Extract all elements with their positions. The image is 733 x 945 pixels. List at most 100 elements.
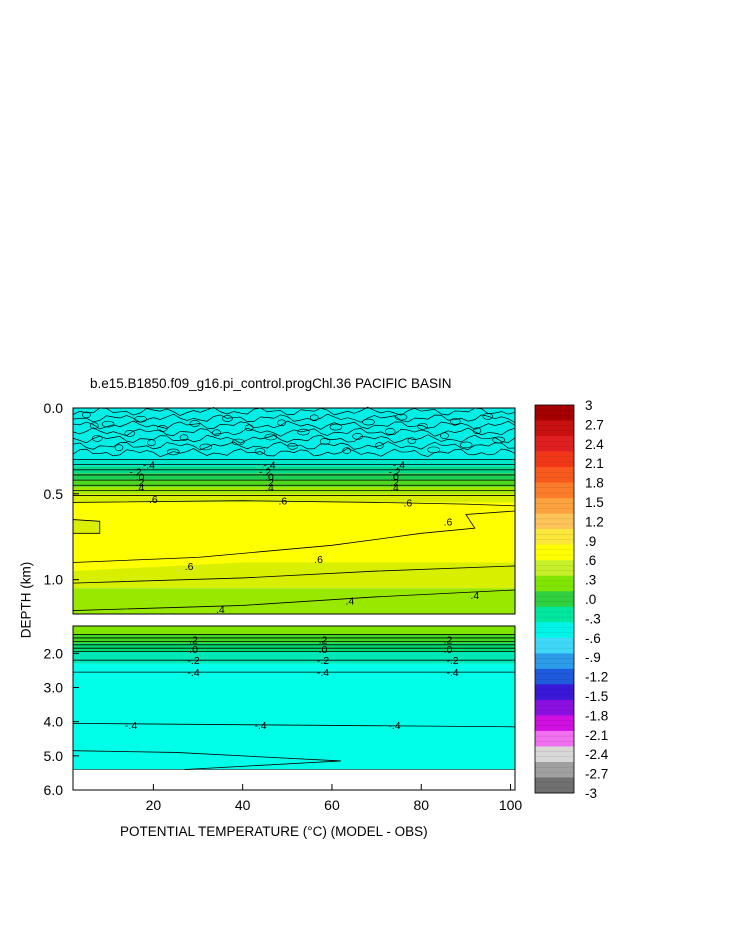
fill-band: [73, 408, 515, 460]
contour-label: .4: [345, 595, 354, 607]
colorbar-label: -.9: [585, 650, 601, 665]
contour-label: -.2: [317, 655, 329, 667]
contour-line: [72, 434, 516, 444]
contour-label: .0: [390, 472, 399, 484]
colorbar-swatch: [535, 482, 574, 499]
colorbar: 3 2.7 2.4 2.1 1.8 1.5 1.2 .9 .6 .3 .0 -.3 -.6 -.9 -1.2…: [534, 398, 609, 801]
contour-label: -.2: [259, 467, 271, 479]
colorbar-swatch: [535, 715, 574, 732]
contour-label: .2: [265, 477, 274, 489]
contour-line: [91, 435, 103, 442]
contour-label: .4: [136, 482, 145, 494]
contour-label: .4: [216, 604, 225, 616]
contour-label: .4: [390, 482, 399, 494]
colorbar-label: .3: [585, 573, 596, 588]
contour-line: [482, 413, 494, 420]
colorbar-label: -2.7: [585, 767, 608, 782]
contour-label: -.4: [254, 720, 266, 732]
contour-line: [394, 413, 408, 421]
lower-panel: .2.2.2.0.0.0-.2 -.2 -.2-.4 -.4 -.4-.4 -.4 -.42…: [44, 625, 516, 798]
fill-band: [73, 626, 515, 635]
contour-line: [189, 420, 201, 427]
fill-band: [73, 473, 515, 481]
contour-line: [459, 441, 473, 449]
fill-band: [73, 480, 515, 487]
contour-label: .2: [189, 635, 198, 647]
contour-label: -.4: [393, 460, 405, 472]
contour-line: [417, 423, 429, 430]
colorbar-label: -1.8: [585, 708, 608, 723]
y-tick-label: 1.0: [44, 572, 64, 588]
contour-label: -.4: [125, 720, 137, 732]
contour-line: [72, 427, 516, 437]
colorbar-swatch: [535, 684, 574, 701]
x-axis-label: POTENTIAL TEMPERATURE (°C) (MODEL - OBS): [120, 824, 428, 839]
colorbar-swatch: [535, 405, 574, 422]
colorbar-frame: [534, 404, 575, 794]
contour-line: [72, 448, 516, 458]
contour-line: [329, 423, 343, 431]
contour-line: [179, 434, 189, 441]
fill-band: [73, 663, 515, 770]
contour-label: .0: [189, 644, 198, 656]
contour-label: .2: [390, 477, 399, 489]
contour-line: [72, 500, 516, 507]
contour-line: [342, 447, 352, 454]
colorbar-swatch: [535, 777, 574, 794]
contour-line: [212, 429, 221, 437]
colorbar-swatch: [535, 498, 574, 515]
upper-panel-frame: [72, 407, 516, 615]
contour-label: .6: [185, 561, 194, 573]
contour-label: .2: [319, 635, 328, 647]
colorbar-swatch: [535, 591, 574, 608]
contour-label: .0: [136, 472, 145, 484]
colorbar-label: -1.2: [585, 670, 608, 685]
contour-line: [72, 519, 101, 534]
contour-line: [166, 448, 180, 456]
contour-line: [375, 442, 384, 449]
contour-label: .6: [314, 554, 323, 566]
colorbar-swatch: [535, 420, 574, 437]
contour-line: [114, 444, 124, 451]
fill-band: [73, 634, 515, 644]
colorbar-label: -.6: [585, 631, 601, 646]
x-tick-label: 60: [324, 797, 340, 813]
y-tick-label: 2.0: [44, 645, 64, 661]
contour-label: .6: [444, 516, 453, 528]
colorbar-swatch: [535, 451, 574, 468]
colorbar-label: -.3: [585, 611, 601, 626]
lower-panel-frame: [72, 625, 516, 791]
colorbar-label: .0: [585, 592, 596, 607]
contour-line: [134, 415, 147, 423]
contour-label: -.2: [187, 655, 199, 667]
fill-band: [73, 651, 515, 664]
contour-label: -.2: [446, 655, 458, 667]
contour-label: .2: [444, 635, 453, 647]
fill-band: [73, 502, 515, 563]
contour-line: [264, 433, 278, 441]
colorbar-label: 1.8: [585, 476, 604, 491]
contour-line: [89, 422, 99, 429]
contour-label: -.4: [446, 667, 458, 679]
colorbar-swatch: [535, 544, 574, 561]
colorbar-swatch: [535, 746, 574, 763]
colorbar-label: 2.4: [585, 437, 604, 452]
colorbar-swatch: [535, 622, 574, 639]
colorbar-swatch: [535, 513, 574, 530]
colorbar-swatch: [535, 761, 574, 778]
contour-line: [287, 442, 298, 450]
contour-line: [362, 418, 375, 426]
colorbar-swatch: [535, 699, 574, 716]
contour-line: [101, 420, 115, 428]
colorbar-swatch: [535, 668, 574, 685]
contour-line: [297, 428, 310, 436]
contour-line: [319, 438, 331, 445]
colorbar-label: 2.1: [585, 456, 604, 471]
contour-line: [199, 443, 213, 451]
contour-label: -.4: [187, 667, 199, 679]
contour-label: -.4: [143, 460, 155, 472]
contour-line: [72, 750, 341, 770]
y-tick-label: 6.0: [44, 782, 64, 798]
contour-line: [82, 411, 91, 419]
